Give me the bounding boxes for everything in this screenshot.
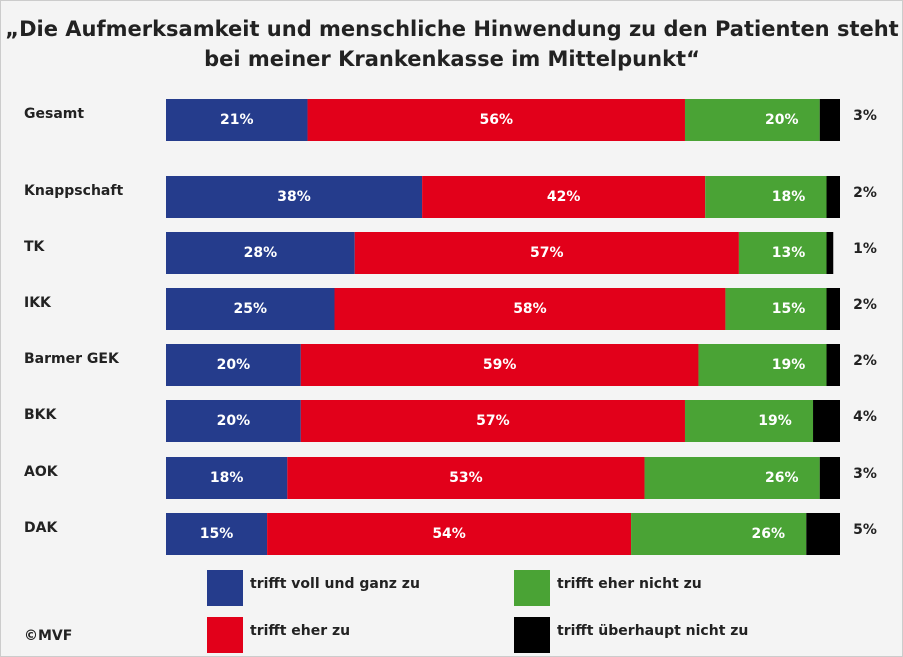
value-label: 4% bbox=[853, 409, 877, 425]
chart-title: „Die Aufmerksamkeit und menschliche Hinw… bbox=[5, 17, 898, 41]
legend-swatch bbox=[514, 570, 550, 606]
value-label: 38% bbox=[277, 189, 311, 205]
value-label: 42% bbox=[547, 189, 581, 205]
bar-segment bbox=[819, 99, 840, 141]
bar-segment bbox=[644, 457, 820, 499]
bar-segment bbox=[806, 513, 840, 555]
bar-segment bbox=[698, 344, 827, 386]
category-label: TK bbox=[24, 239, 46, 255]
value-label: 2% bbox=[853, 297, 877, 313]
category-label: DAK bbox=[24, 520, 58, 536]
bar-segment bbox=[166, 232, 355, 274]
value-label: 3% bbox=[853, 108, 877, 124]
value-label: 19% bbox=[758, 413, 792, 429]
category-label: Barmer GEK bbox=[24, 351, 120, 367]
bar-segment bbox=[631, 513, 807, 555]
value-label: 18% bbox=[772, 189, 806, 205]
value-label: 15% bbox=[200, 526, 234, 542]
bar-segment bbox=[166, 288, 335, 330]
value-label: 1% bbox=[853, 241, 877, 257]
value-label: 20% bbox=[217, 413, 251, 429]
bar-segment bbox=[166, 457, 288, 499]
value-label: 18% bbox=[210, 470, 244, 486]
chart-title: bei meiner Krankenkasse im Mittelpunkt“ bbox=[204, 47, 700, 71]
bar-segment bbox=[813, 400, 840, 442]
legend-label: trifft voll und ganz zu bbox=[250, 576, 420, 592]
value-label: 26% bbox=[752, 526, 786, 542]
value-label: 56% bbox=[480, 112, 514, 128]
bar-segment bbox=[300, 400, 685, 442]
bar-segment bbox=[422, 176, 706, 218]
bar-segment bbox=[166, 99, 308, 141]
value-label: 28% bbox=[244, 245, 278, 261]
bar-segment bbox=[705, 176, 827, 218]
bar-segment bbox=[166, 344, 301, 386]
value-label: 20% bbox=[217, 357, 251, 373]
bar-segment bbox=[354, 232, 739, 274]
category-label: Knappschaft bbox=[24, 183, 123, 199]
category-label: BKK bbox=[24, 407, 58, 423]
bar-segment bbox=[738, 232, 827, 274]
value-label: 20% bbox=[765, 112, 799, 128]
value-label: 15% bbox=[772, 301, 806, 317]
bar-segment bbox=[684, 400, 814, 442]
bar-segment bbox=[307, 99, 685, 141]
category-label: IKK bbox=[24, 295, 52, 311]
bar-segment bbox=[826, 232, 834, 274]
bar-segment bbox=[166, 400, 301, 442]
bar-segment bbox=[166, 513, 268, 555]
value-label: 5% bbox=[853, 522, 877, 538]
value-label: 21% bbox=[220, 112, 254, 128]
legend-label: trifft überhaupt nicht zu bbox=[557, 623, 748, 639]
value-label: 2% bbox=[853, 185, 877, 201]
value-label: 58% bbox=[513, 301, 547, 317]
value-label: 53% bbox=[449, 470, 483, 486]
bar-segment bbox=[826, 344, 840, 386]
legend-swatch bbox=[207, 570, 243, 606]
value-label: 19% bbox=[772, 357, 806, 373]
bar-segment bbox=[684, 99, 820, 141]
bar-segment bbox=[334, 288, 726, 330]
bar-segment bbox=[826, 176, 840, 218]
value-label: 13% bbox=[772, 245, 806, 261]
source: ©MVF bbox=[24, 628, 72, 644]
bar-segment bbox=[819, 457, 840, 499]
bar-segment bbox=[300, 344, 699, 386]
value-label: 26% bbox=[765, 470, 799, 486]
category-label: Gesamt bbox=[24, 106, 84, 122]
category-label: AOK bbox=[24, 464, 59, 480]
value-label: 2% bbox=[853, 353, 877, 369]
value-label: 25% bbox=[233, 301, 267, 317]
value-label: 59% bbox=[483, 357, 517, 373]
legend-label: trifft eher nicht zu bbox=[557, 576, 702, 592]
value-label: 57% bbox=[476, 413, 510, 429]
value-label: 54% bbox=[432, 526, 466, 542]
bar-segment bbox=[826, 288, 840, 330]
bar-segment bbox=[287, 457, 645, 499]
value-label: 3% bbox=[853, 466, 877, 482]
bar-segment bbox=[267, 513, 632, 555]
legend-swatch bbox=[207, 617, 243, 653]
legend-swatch bbox=[514, 617, 550, 653]
legend-label: trifft eher zu bbox=[250, 623, 350, 639]
bar-segment bbox=[725, 288, 827, 330]
bar-segment bbox=[166, 176, 423, 218]
value-label: 57% bbox=[530, 245, 564, 261]
